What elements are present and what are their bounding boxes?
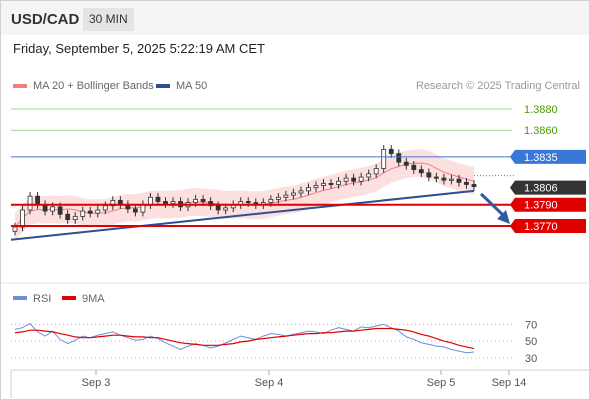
rsi-ma9-line bbox=[14, 327, 475, 350]
rsi-legend: RSI 9MA bbox=[13, 293, 105, 305]
candle-body bbox=[441, 177, 447, 181]
candle-body bbox=[110, 200, 116, 207]
ma50-line bbox=[10, 189, 475, 241]
legend-ma20-label: MA 20 + Bollinger Bands bbox=[33, 80, 154, 92]
chart-timestamp: Friday, September 5, 2025 5:22:19 AM CET bbox=[13, 41, 265, 56]
candle-body bbox=[163, 201, 168, 205]
ma50-swatch-icon bbox=[156, 84, 170, 88]
candle-body bbox=[65, 213, 71, 220]
candle-body bbox=[471, 184, 477, 188]
candle-body bbox=[95, 209, 101, 214]
candle-body bbox=[102, 205, 108, 211]
candle-body bbox=[12, 226, 18, 232]
candle-body bbox=[268, 198, 274, 203]
resistance-label: 1.3880 bbox=[524, 104, 558, 116]
rsi-panel: 70 50 30 bbox=[11, 319, 537, 365]
candle-body bbox=[381, 148, 387, 169]
legend-ma50-label: MA 50 bbox=[176, 80, 208, 92]
candle-body bbox=[57, 206, 63, 215]
rsi-legend-label: RSI bbox=[33, 293, 51, 305]
time-axis: Sep 3 Sep 4 Sep 5 Sep 14 bbox=[10, 369, 589, 398]
bollinger-band bbox=[15, 149, 474, 241]
time-tick-label: Sep 14 bbox=[492, 377, 527, 389]
current-price-tag bbox=[510, 180, 586, 195]
pivot-tag bbox=[510, 149, 586, 164]
candle-body bbox=[27, 195, 33, 211]
candle-body bbox=[155, 196, 161, 202]
candle-body bbox=[283, 194, 289, 198]
candle-body bbox=[456, 178, 462, 183]
ma20-swatch-icon bbox=[13, 84, 27, 88]
candle-body bbox=[351, 177, 357, 182]
candle-body bbox=[358, 176, 364, 182]
candle-body bbox=[396, 153, 402, 163]
candle-body bbox=[132, 208, 138, 213]
candle-body bbox=[433, 176, 439, 179]
candle-body bbox=[223, 207, 229, 211]
time-tick-label: Sep 3 bbox=[82, 377, 111, 389]
support-label: 1.3790 bbox=[524, 200, 558, 212]
candle-body bbox=[306, 187, 311, 192]
bollinger-band-area bbox=[15, 149, 474, 241]
candles bbox=[12, 145, 477, 236]
candle-body bbox=[140, 204, 146, 213]
time-tick-label: Sep 5 bbox=[427, 377, 456, 389]
projection-arrow-shaft bbox=[479, 192, 506, 218]
candle-body bbox=[170, 201, 176, 205]
candle-body bbox=[403, 161, 409, 166]
candle-body bbox=[464, 181, 469, 185]
legend-ma50: MA 50 bbox=[156, 80, 207, 92]
chart-header: USD/CAD 30 MIN bbox=[1, 1, 589, 35]
candle-body bbox=[336, 180, 341, 185]
candle-body bbox=[245, 201, 251, 204]
support-tag bbox=[510, 218, 586, 233]
research-credit: Research © 2025 Trading Central bbox=[415, 80, 580, 92]
rsi-tick-label: 30 bbox=[525, 353, 537, 365]
timeframe-badge[interactable]: 30 MIN bbox=[83, 8, 134, 31]
candle-body bbox=[72, 215, 78, 220]
candle-body bbox=[87, 210, 93, 214]
candle-body bbox=[20, 209, 25, 228]
support-tag bbox=[510, 197, 586, 212]
candle-body bbox=[418, 169, 424, 174]
candle-body bbox=[50, 206, 56, 212]
resistance-label: 1.3860 bbox=[524, 125, 558, 137]
candle-body bbox=[208, 201, 214, 207]
ma9-swatch-icon bbox=[62, 296, 76, 300]
candle-body bbox=[291, 192, 296, 196]
candle-body bbox=[388, 148, 394, 155]
rsi-tick-label: 70 bbox=[525, 319, 537, 331]
candle-body bbox=[148, 196, 153, 206]
candle-body bbox=[449, 178, 454, 181]
candle-body bbox=[80, 210, 86, 217]
time-tick-label: Sep 4 bbox=[255, 377, 284, 389]
rsi-swatch-icon bbox=[13, 296, 27, 300]
instrument-title: USD/CAD bbox=[11, 11, 80, 28]
candle-body bbox=[215, 205, 221, 211]
candle-body bbox=[193, 198, 198, 203]
projection-arrow-head-icon bbox=[497, 209, 510, 224]
pivot-label: 1.3835 bbox=[524, 152, 558, 164]
rsi-tick-label: 50 bbox=[525, 336, 537, 348]
candle-body bbox=[275, 196, 281, 200]
support-label: 1.3770 bbox=[524, 221, 558, 233]
current-price-label: 1.3806 bbox=[524, 183, 558, 195]
legend-ma20: MA 20 + Bollinger Bands bbox=[13, 80, 154, 92]
price-levels: 1.3880 1.3860 1.3835 1.3806 1.3790 1.3770 bbox=[11, 104, 586, 233]
candle-body bbox=[373, 168, 379, 175]
candle-body bbox=[328, 183, 334, 186]
candle-body bbox=[366, 173, 372, 178]
candle-body bbox=[411, 164, 417, 170]
candle-body bbox=[321, 183, 326, 186]
candle-body bbox=[298, 190, 304, 194]
ma9-legend-label: 9MA bbox=[82, 293, 105, 305]
candle-body bbox=[313, 185, 319, 189]
candle-body bbox=[343, 177, 349, 182]
candle-body bbox=[35, 195, 40, 206]
candle-body bbox=[426, 172, 432, 178]
candle-body bbox=[200, 198, 206, 202]
